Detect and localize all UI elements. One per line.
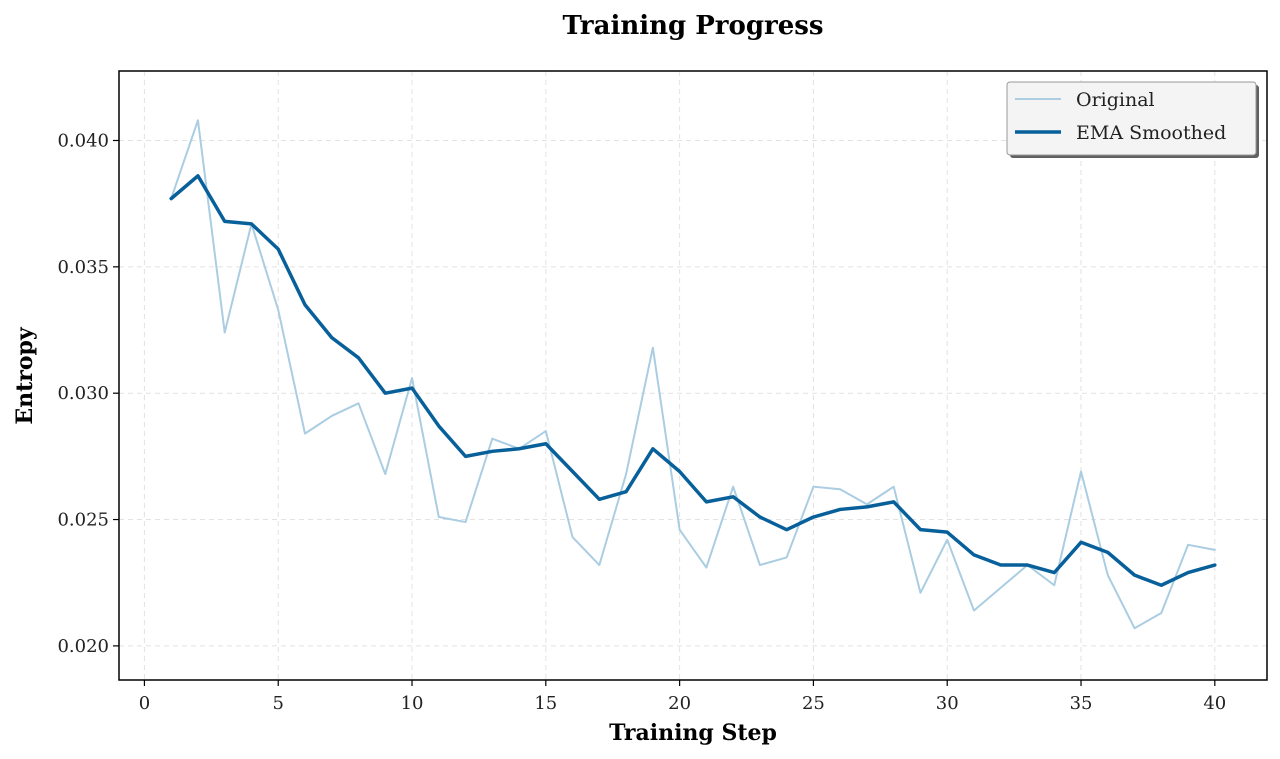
x-tick-label: 35 <box>1070 693 1093 714</box>
x-tick-label: 5 <box>272 693 283 714</box>
y-tick-label: 0.030 <box>57 383 109 404</box>
x-tick-label: 0 <box>139 693 150 714</box>
grid-layer <box>119 71 1267 680</box>
x-tick-label: 20 <box>668 693 691 714</box>
x-ticks: 0 5 10 15 20 25 30 35 40 <box>139 680 1226 714</box>
x-tick-label: 25 <box>802 693 825 714</box>
x-tick-label: 10 <box>401 693 424 714</box>
legend-box <box>1006 81 1257 156</box>
plot-frame <box>118 70 1268 681</box>
legend-label-original: Original <box>1076 89 1155 111</box>
y-tick-label: 0.020 <box>57 636 109 657</box>
series-line-original <box>170 119 1216 630</box>
x-tick-label: 40 <box>1203 693 1226 714</box>
y-ticks: 0.020 0.025 0.030 0.035 0.040 <box>57 130 119 657</box>
y-tick-label: 0.035 <box>57 257 109 278</box>
y-tick-label: 0.025 <box>57 510 109 531</box>
y-axis-label: Entropy <box>12 326 38 425</box>
legend: Original EMA Smoothed <box>1006 81 1259 158</box>
chart-title: Training Progress <box>562 11 823 41</box>
series-line-ema-smoothed <box>169 174 1217 587</box>
y-tick-label: 0.040 <box>57 130 109 151</box>
x-tick-label: 30 <box>936 693 959 714</box>
x-axis-label: Training Step <box>609 720 777 746</box>
x-tick-label: 15 <box>534 693 557 714</box>
lines-layer <box>169 119 1217 630</box>
legend-label-ema: EMA Smoothed <box>1076 122 1226 144</box>
